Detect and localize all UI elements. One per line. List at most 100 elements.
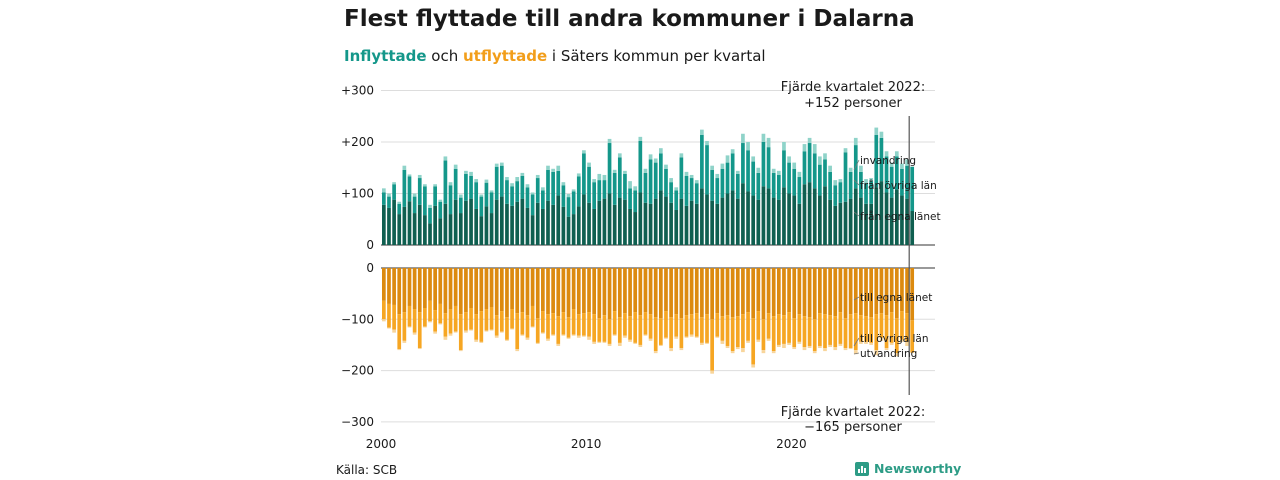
bar-inflow bbox=[458, 213, 463, 245]
y-tick-label-outflow: −100 bbox=[341, 312, 374, 326]
bar-outflow bbox=[684, 336, 689, 338]
bar-outflow bbox=[766, 268, 771, 314]
bar-inflow bbox=[700, 129, 704, 135]
bar-outflow bbox=[551, 334, 555, 336]
bar-inflow bbox=[469, 175, 473, 199]
legend-label-outflow: till övriga län bbox=[860, 333, 929, 345]
bar-outflow bbox=[582, 335, 586, 337]
bar-inflow bbox=[653, 162, 658, 199]
bar-outflow bbox=[787, 342, 791, 345]
bar-outflow bbox=[771, 316, 776, 352]
bar-inflow bbox=[597, 180, 602, 201]
bar-outflow bbox=[797, 268, 802, 315]
bar-inflow bbox=[735, 173, 740, 199]
bar-inflow bbox=[392, 199, 396, 245]
bar-inflow bbox=[664, 164, 668, 169]
bar-inflow bbox=[617, 157, 622, 198]
bar-outflow bbox=[556, 316, 561, 344]
bar-inflow bbox=[828, 171, 832, 200]
bar-outflow bbox=[864, 316, 868, 342]
bar-outflow bbox=[730, 351, 735, 354]
bar-outflow bbox=[807, 268, 812, 318]
bar-outflow bbox=[782, 315, 786, 344]
bar-inflow bbox=[869, 178, 874, 182]
y-tick-label-outflow: 0 bbox=[366, 261, 374, 275]
bar-inflow bbox=[771, 168, 776, 173]
bar-inflow bbox=[494, 163, 499, 167]
bar-outflow bbox=[428, 268, 432, 301]
bar-outflow bbox=[828, 344, 832, 348]
bar-inflow bbox=[874, 127, 879, 135]
bar-outflow bbox=[438, 303, 443, 324]
bar-outflow bbox=[751, 318, 756, 365]
bar-outflow bbox=[484, 268, 489, 310]
bar-outflow bbox=[479, 341, 484, 343]
bar-inflow bbox=[766, 147, 771, 189]
bar-outflow bbox=[643, 268, 648, 313]
bar-inflow bbox=[423, 186, 427, 216]
bar-outflow bbox=[505, 339, 509, 341]
bar-inflow bbox=[859, 171, 863, 198]
bar-inflow bbox=[894, 156, 899, 190]
bar-outflow bbox=[602, 268, 607, 316]
bar-inflow bbox=[648, 159, 653, 204]
bar-outflow bbox=[720, 268, 725, 317]
bar-inflow bbox=[561, 206, 566, 245]
annotation-top-line2: +152 personer bbox=[804, 96, 902, 111]
bar-outflow bbox=[489, 268, 494, 307]
bar-outflow bbox=[587, 312, 591, 337]
bar-outflow bbox=[715, 268, 720, 314]
bar-inflow bbox=[571, 214, 576, 245]
bar-outflow bbox=[479, 268, 484, 312]
bar-inflow bbox=[643, 168, 648, 173]
bar-outflow bbox=[664, 268, 668, 312]
bar-outflow bbox=[407, 305, 412, 327]
bar-outflow bbox=[653, 351, 658, 354]
bar-outflow bbox=[469, 329, 473, 331]
bar-outflow bbox=[792, 347, 797, 350]
bar-inflow bbox=[812, 153, 817, 189]
bar-inflow bbox=[382, 188, 386, 193]
bar-inflow bbox=[628, 188, 632, 209]
bar-inflow bbox=[541, 208, 545, 245]
bar-inflow bbox=[884, 192, 889, 245]
bar-outflow bbox=[751, 364, 756, 368]
bar-outflow bbox=[617, 342, 622, 346]
bar-inflow bbox=[741, 143, 745, 184]
bar-outflow bbox=[494, 335, 499, 338]
bar-outflow bbox=[802, 268, 807, 317]
bar-inflow bbox=[515, 181, 520, 202]
bar-outflow bbox=[659, 268, 663, 319]
bar-inflow bbox=[659, 190, 663, 245]
bar-outflow bbox=[484, 330, 489, 332]
bar-outflow bbox=[838, 343, 843, 346]
bar-outflow bbox=[566, 268, 571, 318]
bar-outflow bbox=[392, 268, 396, 305]
bar-outflow bbox=[556, 268, 561, 317]
bar-inflow bbox=[859, 165, 863, 172]
bar-outflow bbox=[853, 268, 858, 314]
bar-outflow bbox=[776, 314, 781, 345]
bar-inflow bbox=[782, 187, 786, 245]
bar-inflow bbox=[802, 184, 807, 245]
bar-inflow bbox=[874, 134, 879, 188]
bar-outflow bbox=[776, 344, 781, 348]
bar-outflow bbox=[674, 336, 679, 339]
bar-outflow bbox=[735, 316, 740, 348]
bar-outflow bbox=[792, 318, 797, 348]
bar-inflow bbox=[818, 156, 822, 165]
bar-outflow bbox=[587, 336, 591, 340]
chart-subtitle: Inflyttade och utflyttade i Säters kommu… bbox=[344, 47, 766, 65]
bar-inflow bbox=[900, 168, 904, 196]
bar-outflow bbox=[859, 341, 863, 344]
bar-inflow bbox=[494, 166, 499, 200]
y-tick-label-inflow: +300 bbox=[341, 84, 374, 98]
bar-outflow bbox=[761, 350, 766, 354]
bar-inflow bbox=[787, 162, 791, 194]
bar-inflow bbox=[464, 173, 468, 201]
bar-inflow bbox=[905, 198, 909, 245]
bar-inflow bbox=[541, 187, 545, 191]
legend-label-outflow: utvandring bbox=[860, 348, 917, 360]
bar-outflow bbox=[530, 326, 535, 328]
bar-outflow bbox=[464, 268, 468, 313]
